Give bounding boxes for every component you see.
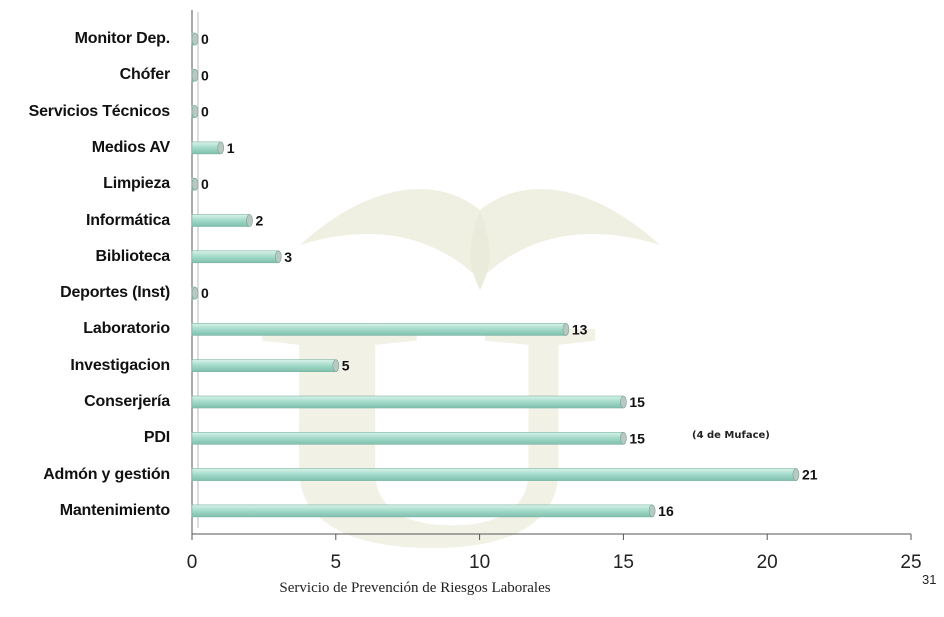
category-label: Limpieza (103, 175, 170, 193)
category-label: Mantenimiento (59, 501, 170, 519)
bar-end-cap (620, 395, 627, 409)
bar-end-cap (648, 504, 656, 518)
bar (191, 468, 797, 481)
category-label: Monitor Dep. (74, 30, 171, 47)
category-label: Informática (85, 211, 170, 229)
category-label: Deportes (Inst) (60, 284, 170, 302)
data-label: 21 (802, 467, 818, 483)
bar (191, 504, 653, 518)
category-label: Biblioteca (95, 247, 171, 265)
x-tick-label: 5 (330, 552, 342, 573)
bar-end-cap (191, 69, 199, 82)
category-label: Investigacion (70, 356, 170, 374)
bar (191, 431, 624, 445)
category-label: PDI (143, 429, 170, 447)
x-tick-label: 25 (900, 552, 922, 573)
data-label: 0 (201, 285, 209, 301)
bar-end-cap (191, 286, 199, 300)
bar-end-cap (792, 468, 800, 481)
page-number: 31 (922, 572, 937, 587)
data-label: 0 (201, 31, 209, 47)
category-label: Medios AV (91, 138, 170, 156)
bar (191, 323, 567, 336)
bar-end-cap (274, 250, 282, 264)
bar (191, 359, 337, 373)
bar-end-cap (191, 177, 199, 191)
category-label: Laboratorio (83, 320, 170, 338)
x-tick-label: 20 (756, 552, 778, 573)
category-label: Conserjería (84, 393, 170, 410)
data-label: 0 (201, 67, 209, 83)
bar-end-cap (191, 105, 199, 118)
x-tick-label: 15 (612, 552, 634, 573)
bar (191, 214, 250, 227)
data-label: 15 (629, 394, 645, 410)
bar-end-cap (620, 431, 627, 445)
data-label: 13 (572, 321, 588, 337)
watermark-emblem (300, 188, 660, 290)
data-label: 0 (201, 176, 209, 192)
category-label: Admón y gestión (43, 465, 170, 483)
bar-end-cap (217, 141, 225, 155)
data-label: 5 (342, 358, 350, 374)
data-label: 1 (227, 140, 235, 156)
x-tick-label: 10 (469, 552, 491, 573)
data-label: 0 (201, 104, 209, 120)
data-label: 16 (658, 503, 674, 519)
x-tick-label: 0 (186, 552, 198, 573)
bar (191, 141, 222, 155)
data-label: 3 (284, 249, 292, 265)
category-label: Chófer (119, 66, 171, 84)
footer-text: Servicio de Prevención de Riesgos Labora… (279, 580, 551, 596)
data-label: 15 (629, 430, 645, 446)
chart-annotation: (4 de Muface) (692, 430, 770, 441)
data-label: 2 (256, 213, 264, 229)
category-label: Servicios Técnicos (28, 102, 171, 120)
bar-end-cap (562, 323, 570, 336)
bar-end-cap (191, 32, 199, 46)
bar-end-cap (246, 214, 253, 227)
bar (191, 250, 279, 264)
bar-end-cap (332, 359, 340, 373)
bar (191, 395, 624, 409)
